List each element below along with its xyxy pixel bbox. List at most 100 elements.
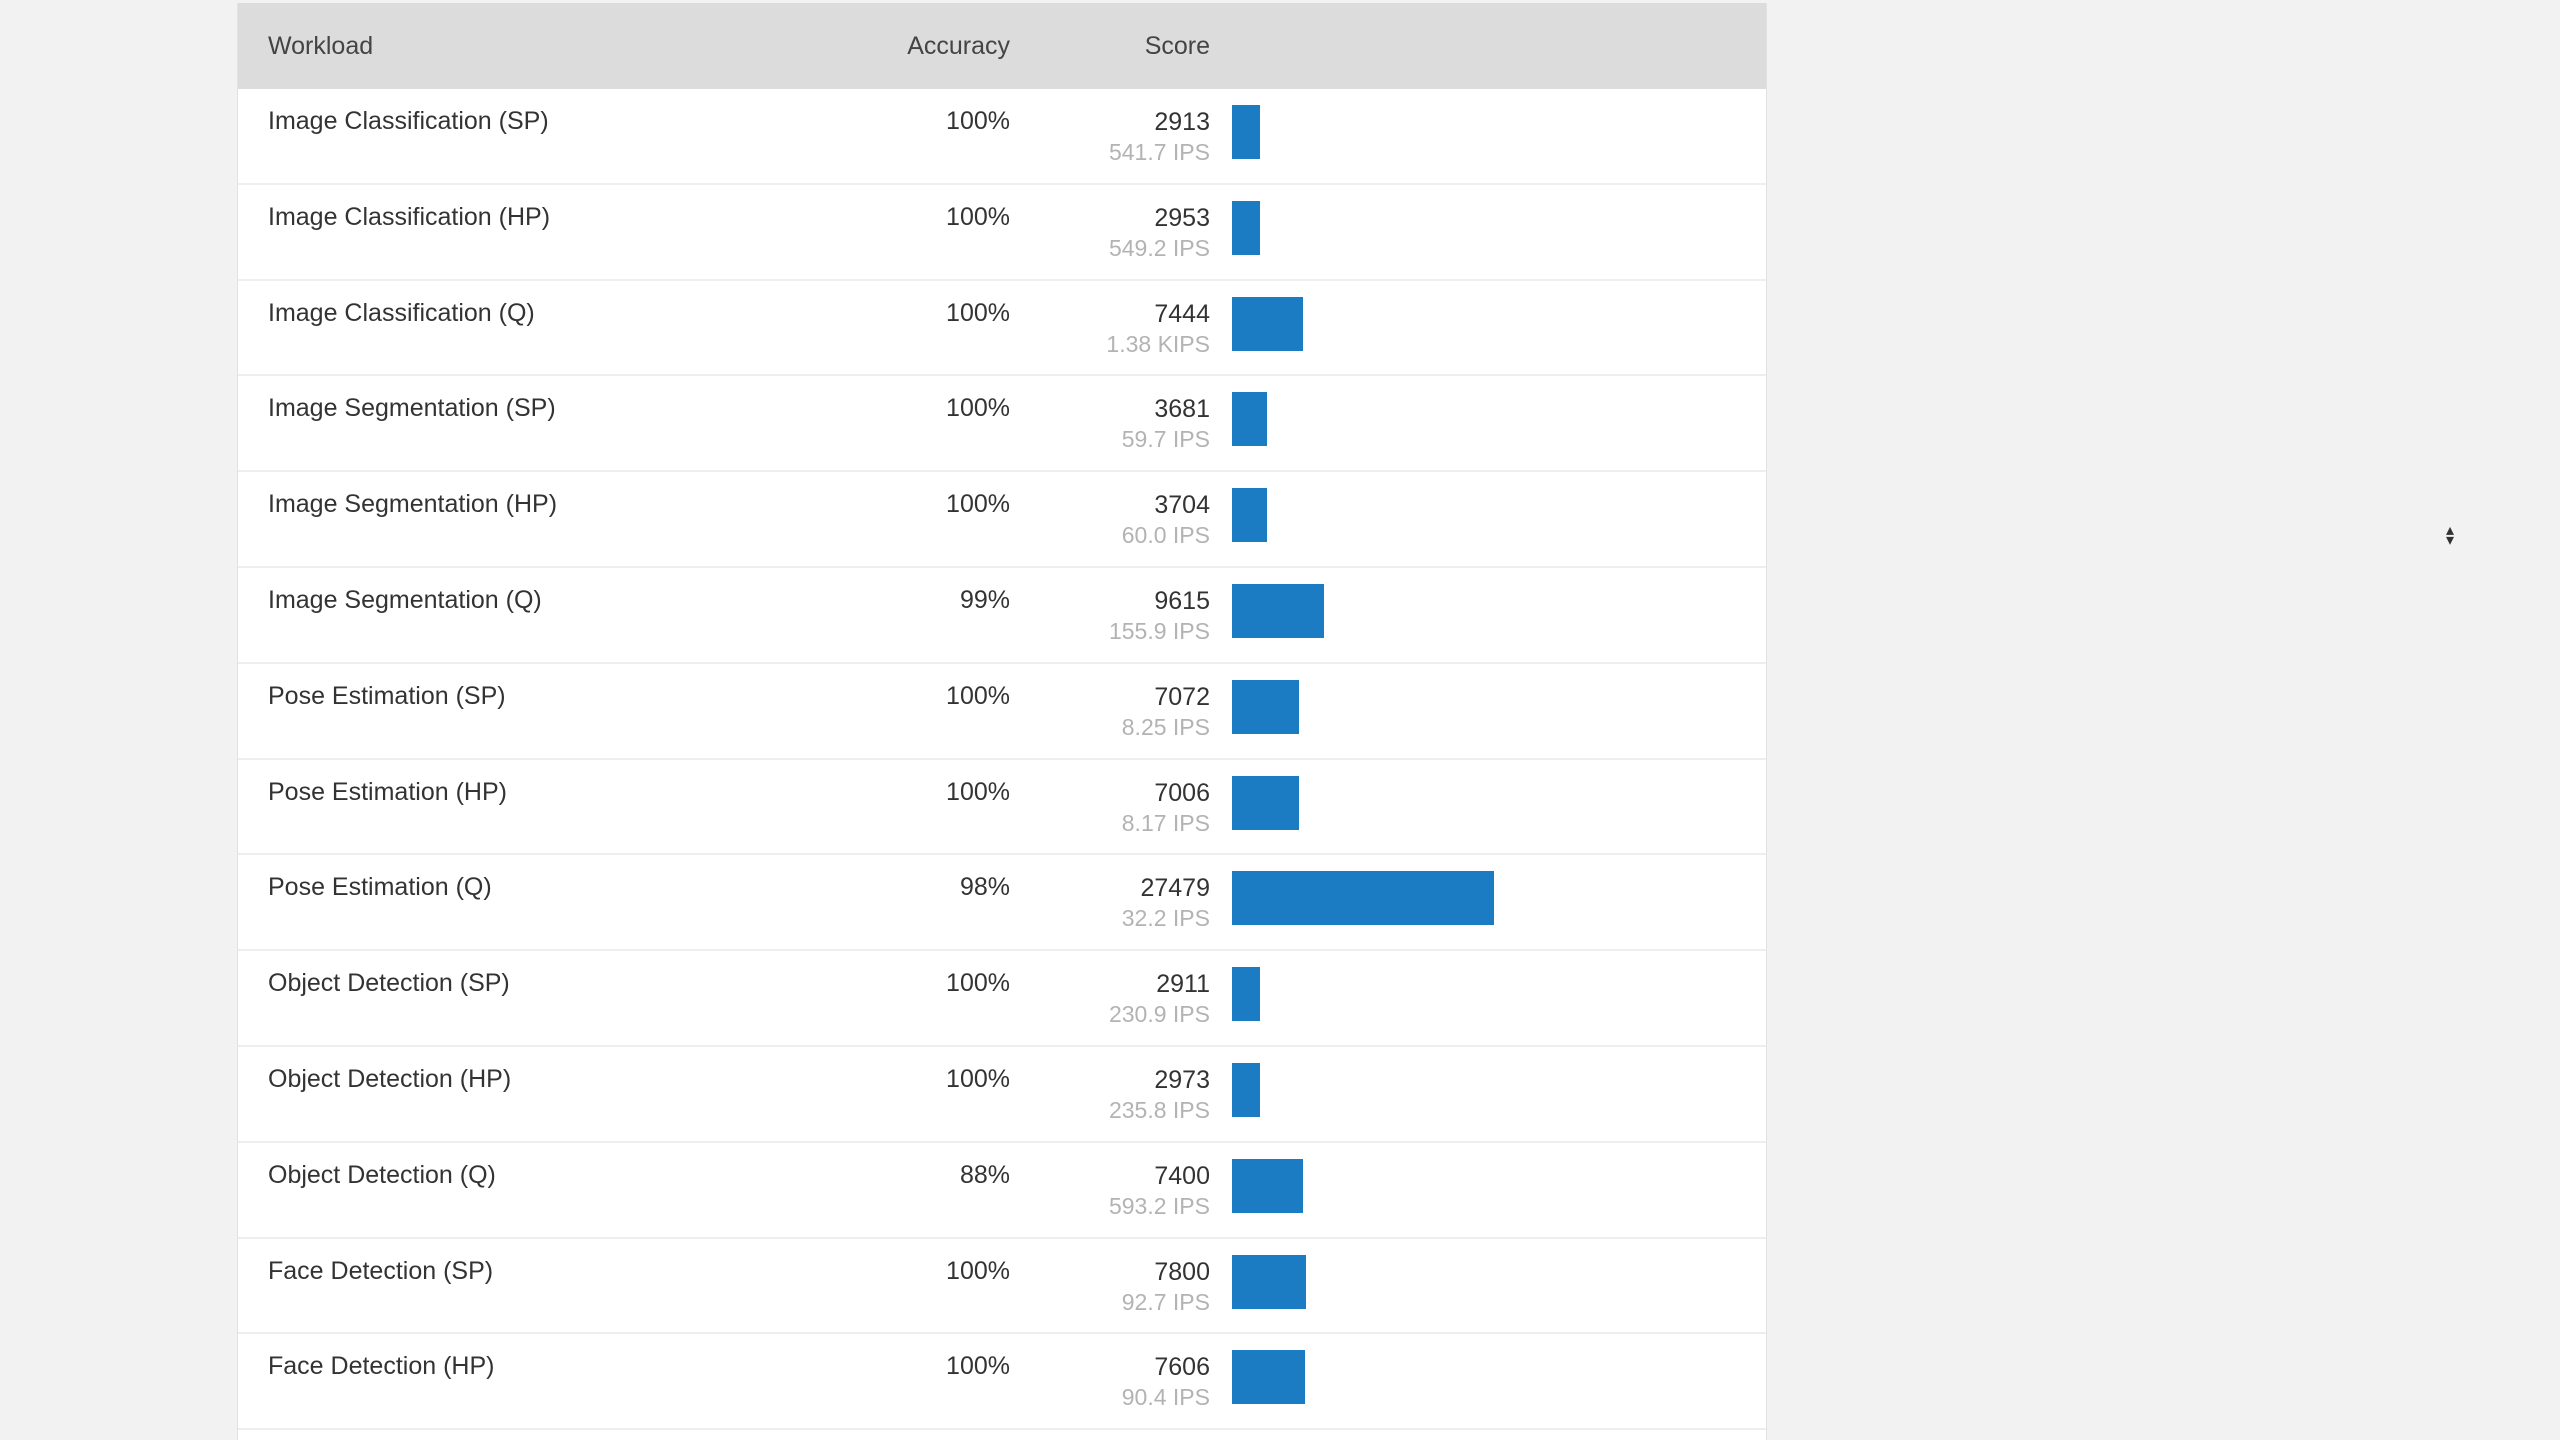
table-row[interactable]: Object Detection (HP) 100% 2973 235.8 IPS (238, 1047, 1766, 1143)
workload-cell: Pose Estimation (Q) (268, 873, 492, 902)
score-bar (1232, 775, 1299, 830)
score-bar-cell (1210, 855, 1766, 949)
table-row[interactable]: Pose Estimation (Q) 98% 27479 32.2 IPS (238, 855, 1766, 952)
table-row[interactable]: Object Detection (Q) 88% 7400 593.2 IPS (238, 1143, 1766, 1239)
score-value: 2973 (1154, 1065, 1210, 1094)
header-workload[interactable]: Workload (268, 31, 374, 60)
score-value: 7800 (1154, 1257, 1210, 1286)
table-body: Image Classification (SP) 100% 2913 541.7 I… (238, 89, 1766, 1431)
table-row[interactable]: Image Segmentation (SP) 100% 3681 59.7 IPS (238, 376, 1766, 473)
score-cell: 9615 155.9 IPS (1010, 568, 1210, 646)
score-cell: 2953 549.2 IPS (1010, 185, 1210, 263)
score-value: 27479 (1140, 874, 1210, 903)
score-bar-cell (1210, 664, 1766, 758)
table-row[interactable]: Object Detection (SP) 100% 2911 230.9 IPS (238, 951, 1766, 1047)
score-cell: 7400 593.2 IPS (1010, 1143, 1210, 1221)
throughput-value: 549.2 IPS (1108, 234, 1210, 261)
score-bar-cell (1210, 951, 1766, 1045)
workload-cell: Pose Estimation (HP) (268, 777, 507, 806)
accuracy-cell: 100% (946, 969, 1010, 998)
score-bar-cell (1210, 185, 1766, 279)
score-cell: 27479 32.2 IPS (1010, 855, 1210, 933)
table-row[interactable]: Image Classification (HP) 100% 2953 549.2 I… (238, 185, 1766, 281)
score-bar (1232, 1158, 1303, 1213)
score-bar-cell (1210, 1239, 1766, 1333)
workload-cell: Object Detection (HP) (268, 1064, 512, 1093)
workload-cell: Image Classification (SP) (268, 107, 549, 135)
score-cell: 7072 8.25 IPS (1010, 664, 1210, 742)
workload-cell: Face Detection (SP) (268, 1256, 494, 1285)
accuracy-cell: 100% (946, 394, 1010, 423)
score-value: 7400 (1154, 1161, 1210, 1190)
workload-cell: Face Detection (HP) (268, 1352, 495, 1381)
accuracy-cell: 99% (959, 585, 1010, 614)
accuracy-cell: 100% (946, 1352, 1010, 1381)
header-accuracy[interactable]: Accuracy (907, 31, 1010, 60)
score-bar (1232, 871, 1494, 926)
score-value: 2953 (1154, 203, 1210, 232)
header-score[interactable]: Score (1144, 31, 1210, 60)
accuracy-cell: 100% (946, 202, 1010, 231)
score-bar (1232, 488, 1267, 543)
accuracy-cell: 100% (946, 777, 1010, 806)
table-row[interactable]: Pose Estimation (HP) 100% 7006 8.17 IPS (238, 760, 1766, 856)
table-row[interactable]: Face Detection (HP) 100% 7606 90.4 IPS (238, 1334, 1766, 1431)
accuracy-cell: 100% (946, 298, 1010, 327)
score-cell: 2911 230.9 IPS (1010, 951, 1210, 1029)
score-bar-cell (1210, 760, 1766, 854)
score-cell: 7006 8.17 IPS (1010, 760, 1210, 838)
table-row[interactable]: Face Detection (SP) 100% 7800 92.7 IPS (238, 1239, 1766, 1335)
workload-cell: Image Segmentation (SP) (268, 394, 556, 423)
throughput-value: 90.4 IPS (1121, 1384, 1210, 1411)
workload-cell: Pose Estimation (SP) (268, 681, 506, 710)
score-cell: 2913 541.7 IPS (1010, 89, 1210, 167)
workload-cell: Image Segmentation (HP) (268, 490, 558, 519)
score-bar (1232, 1062, 1260, 1117)
score-value: 7006 (1154, 778, 1210, 807)
score-value: 2913 (1154, 108, 1210, 136)
throughput-value: 541.7 IPS (1108, 139, 1210, 165)
score-value: 3704 (1154, 491, 1210, 520)
score-bar-cell (1210, 89, 1766, 183)
table-row[interactable]: Pose Estimation (SP) 100% 7072 8.25 IPS (238, 664, 1766, 760)
resize-arrows-icon: ▴ ▾ (2445, 522, 2455, 549)
workload-cell: Object Detection (Q) (268, 1160, 496, 1189)
throughput-value: 593.2 IPS (1108, 1192, 1210, 1219)
table-row[interactable]: Image Classification (SP) 100% 2913 541.7 I… (238, 89, 1766, 185)
score-bar-cell (1210, 281, 1766, 375)
throughput-value: 92.7 IPS (1121, 1288, 1210, 1315)
accuracy-cell: 100% (946, 1064, 1010, 1093)
score-bar (1232, 392, 1267, 447)
score-bar-cell (1210, 1334, 1766, 1428)
workload-cell: Image Segmentation (Q) (268, 585, 542, 614)
accuracy-cell: 100% (946, 681, 1010, 710)
throughput-value: 230.9 IPS (1108, 1001, 1210, 1028)
score-cell: 3681 59.7 IPS (1010, 376, 1210, 454)
score-cell: 3704 60.0 IPS (1010, 472, 1210, 550)
score-bar (1232, 296, 1303, 351)
score-bar-cell (1210, 472, 1766, 566)
workload-cell: Image Classification (HP) (268, 202, 551, 231)
score-value: 7072 (1154, 682, 1210, 711)
table-row[interactable]: Image Classification (Q) 100% 7444 1.38 KIP… (238, 281, 1766, 377)
throughput-value: 155.9 IPS (1108, 617, 1210, 644)
score-bar (1232, 583, 1324, 638)
accuracy-cell: 88% (959, 1160, 1010, 1189)
score-bar-cell (1210, 568, 1766, 662)
score-value: 3681 (1154, 395, 1210, 424)
score-bar (1232, 967, 1260, 1022)
throughput-value: 60.0 IPS (1121, 522, 1210, 549)
score-bar-cell (1210, 1143, 1766, 1237)
score-bar-cell (1210, 376, 1766, 470)
table-row[interactable]: Image Segmentation (HP) 100% 3704 60.0 IPS (238, 472, 1766, 568)
throughput-value: 235.8 IPS (1108, 1096, 1210, 1123)
table-row[interactable]: Image Segmentation (Q) 99% 9615 155.9 IPS (238, 568, 1766, 664)
accuracy-cell: 100% (946, 107, 1010, 135)
score-cell: 7444 1.38 KIPS (1010, 281, 1210, 359)
score-bar (1232, 105, 1260, 159)
score-bar (1232, 679, 1299, 734)
accuracy-cell: 100% (946, 490, 1010, 519)
score-bar-cell (1210, 1047, 1766, 1141)
score-value: 7444 (1154, 299, 1210, 328)
score-cell: 7606 90.4 IPS (1010, 1334, 1210, 1412)
